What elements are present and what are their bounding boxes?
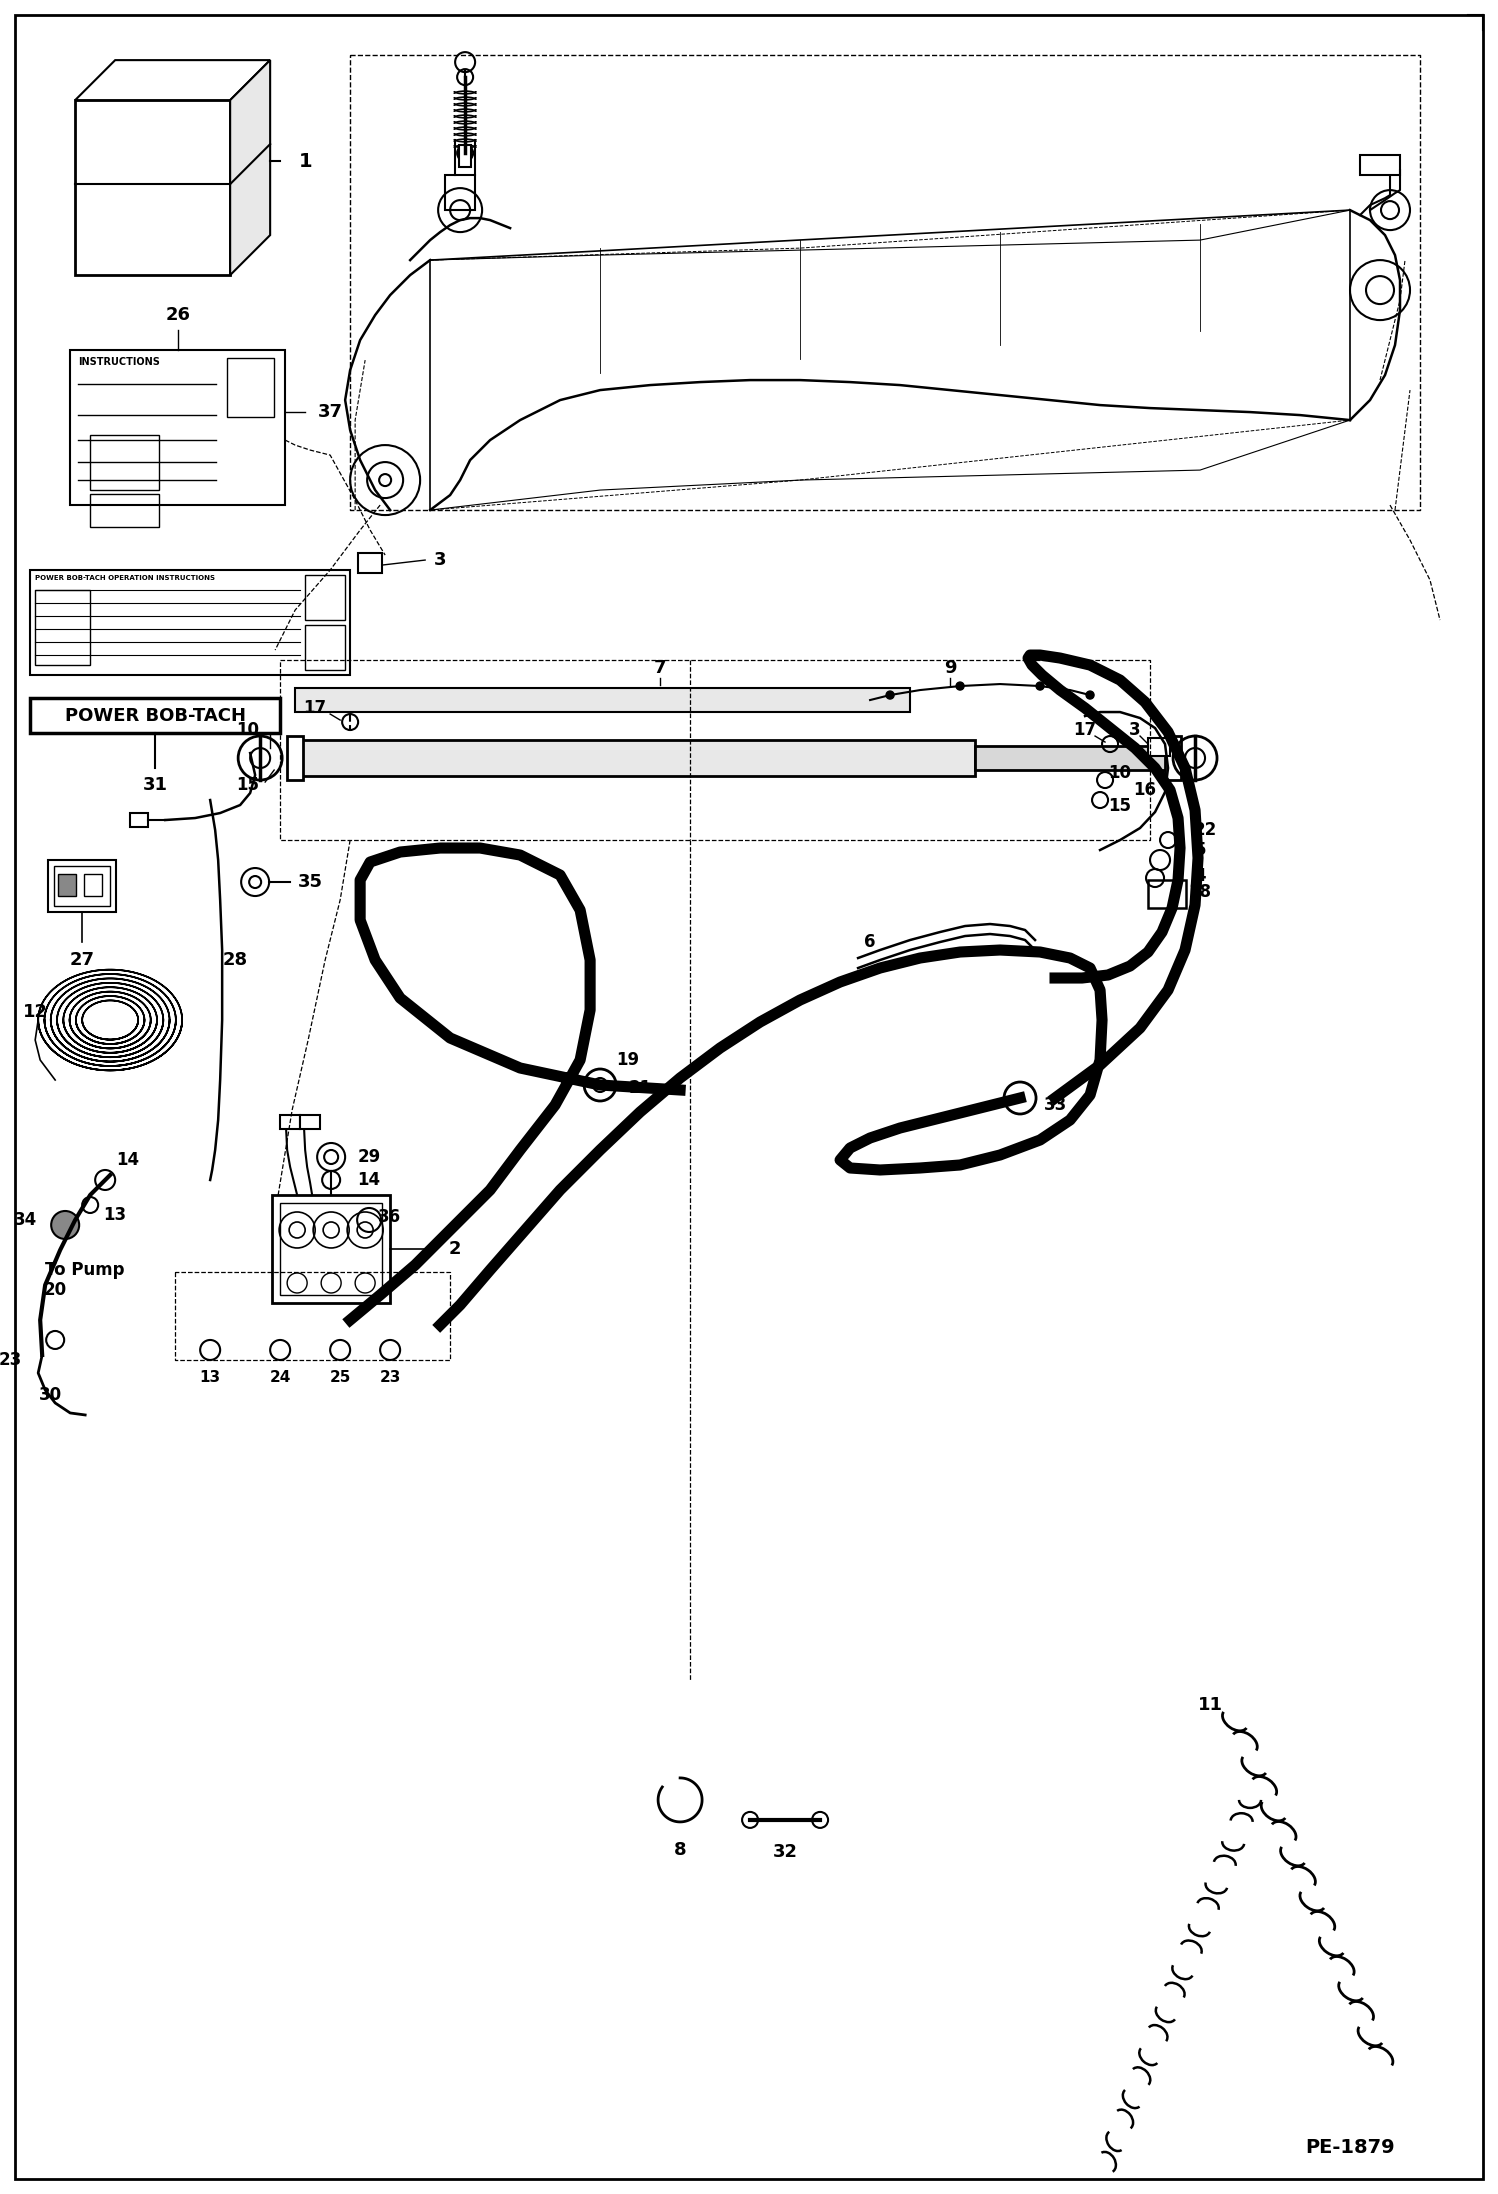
Bar bbox=[30, 570, 351, 676]
Text: 10: 10 bbox=[237, 722, 259, 739]
Bar bbox=[228, 358, 274, 417]
Text: PE-1879: PE-1879 bbox=[1305, 2139, 1395, 2157]
Text: 20: 20 bbox=[43, 1281, 67, 1299]
Bar bbox=[70, 351, 285, 505]
Text: 7: 7 bbox=[653, 658, 667, 678]
Circle shape bbox=[1086, 691, 1094, 700]
Text: 15: 15 bbox=[237, 777, 259, 794]
Text: 13: 13 bbox=[199, 1371, 220, 1384]
Bar bbox=[58, 873, 76, 895]
Circle shape bbox=[584, 1068, 616, 1101]
Bar bbox=[90, 434, 159, 489]
Polygon shape bbox=[75, 59, 270, 101]
Text: 30: 30 bbox=[39, 1387, 61, 1404]
Text: 28: 28 bbox=[223, 950, 247, 970]
Bar bbox=[30, 698, 280, 733]
Text: 3: 3 bbox=[434, 551, 446, 568]
Text: 12: 12 bbox=[22, 1003, 48, 1020]
Text: 33: 33 bbox=[1044, 1097, 1067, 1115]
Circle shape bbox=[887, 691, 894, 700]
Text: 32: 32 bbox=[773, 1843, 797, 1861]
Bar bbox=[130, 814, 148, 827]
Text: 17: 17 bbox=[1074, 722, 1097, 739]
Bar bbox=[280, 1115, 300, 1130]
Bar bbox=[306, 625, 345, 669]
Bar bbox=[458, 145, 472, 167]
Text: 22: 22 bbox=[1194, 821, 1216, 838]
Text: 18: 18 bbox=[1188, 882, 1212, 902]
Polygon shape bbox=[231, 59, 270, 274]
Bar bbox=[300, 1115, 321, 1130]
Text: 31: 31 bbox=[142, 777, 168, 794]
Bar bbox=[90, 494, 159, 527]
Text: 8: 8 bbox=[674, 1841, 686, 1858]
Bar bbox=[1165, 735, 1180, 781]
Text: 23: 23 bbox=[379, 1371, 401, 1384]
Text: 36: 36 bbox=[377, 1209, 400, 1226]
Circle shape bbox=[51, 1211, 79, 1240]
Bar bbox=[295, 739, 975, 777]
Text: 2: 2 bbox=[449, 1240, 461, 1257]
Bar bbox=[1360, 156, 1401, 176]
Text: 16: 16 bbox=[1134, 781, 1156, 799]
Bar bbox=[84, 873, 102, 895]
Bar bbox=[280, 1202, 382, 1294]
Text: 4: 4 bbox=[1194, 867, 1206, 884]
Text: 11: 11 bbox=[1197, 1696, 1222, 1714]
Text: 29: 29 bbox=[358, 1147, 380, 1165]
Bar bbox=[288, 735, 303, 781]
Text: 23: 23 bbox=[0, 1352, 22, 1369]
Bar bbox=[75, 101, 231, 274]
Text: 10: 10 bbox=[1109, 764, 1131, 781]
Text: 24: 24 bbox=[270, 1371, 291, 1384]
Text: 37: 37 bbox=[318, 404, 343, 421]
Bar bbox=[34, 590, 90, 665]
Text: 6: 6 bbox=[864, 932, 876, 950]
Text: 15: 15 bbox=[1109, 796, 1131, 814]
Text: 14: 14 bbox=[117, 1152, 139, 1169]
Bar bbox=[48, 860, 117, 913]
Text: 21: 21 bbox=[629, 1079, 652, 1097]
Text: 3: 3 bbox=[1129, 722, 1141, 739]
Text: POWER BOB-TACH OPERATION INSTRUCTIONS: POWER BOB-TACH OPERATION INSTRUCTIONS bbox=[34, 575, 216, 581]
Text: To Pump: To Pump bbox=[45, 1262, 124, 1279]
Text: 1: 1 bbox=[298, 151, 312, 171]
Bar bbox=[445, 176, 475, 211]
Circle shape bbox=[1004, 1082, 1037, 1115]
Text: 26: 26 bbox=[165, 307, 190, 325]
Text: 17: 17 bbox=[304, 700, 327, 717]
Circle shape bbox=[956, 682, 965, 691]
Bar bbox=[295, 689, 911, 713]
Bar bbox=[273, 1196, 389, 1303]
Text: POWER BOB-TACH: POWER BOB-TACH bbox=[64, 706, 246, 724]
Text: 14: 14 bbox=[358, 1172, 380, 1189]
Text: 13: 13 bbox=[103, 1207, 127, 1224]
Circle shape bbox=[1037, 682, 1044, 691]
Bar bbox=[1147, 880, 1186, 908]
Bar bbox=[1147, 737, 1170, 757]
Bar bbox=[358, 553, 382, 573]
Text: 34: 34 bbox=[13, 1211, 37, 1229]
Text: 27: 27 bbox=[70, 950, 94, 970]
Bar bbox=[54, 867, 111, 906]
Bar bbox=[975, 746, 1174, 770]
Text: 9: 9 bbox=[944, 658, 956, 678]
Text: INSTRUCTIONS: INSTRUCTIONS bbox=[78, 358, 160, 366]
Bar bbox=[306, 575, 345, 621]
Text: 5: 5 bbox=[1194, 840, 1206, 860]
Text: 25: 25 bbox=[330, 1371, 351, 1384]
Text: 19: 19 bbox=[617, 1051, 640, 1068]
Text: 35: 35 bbox=[298, 873, 322, 891]
